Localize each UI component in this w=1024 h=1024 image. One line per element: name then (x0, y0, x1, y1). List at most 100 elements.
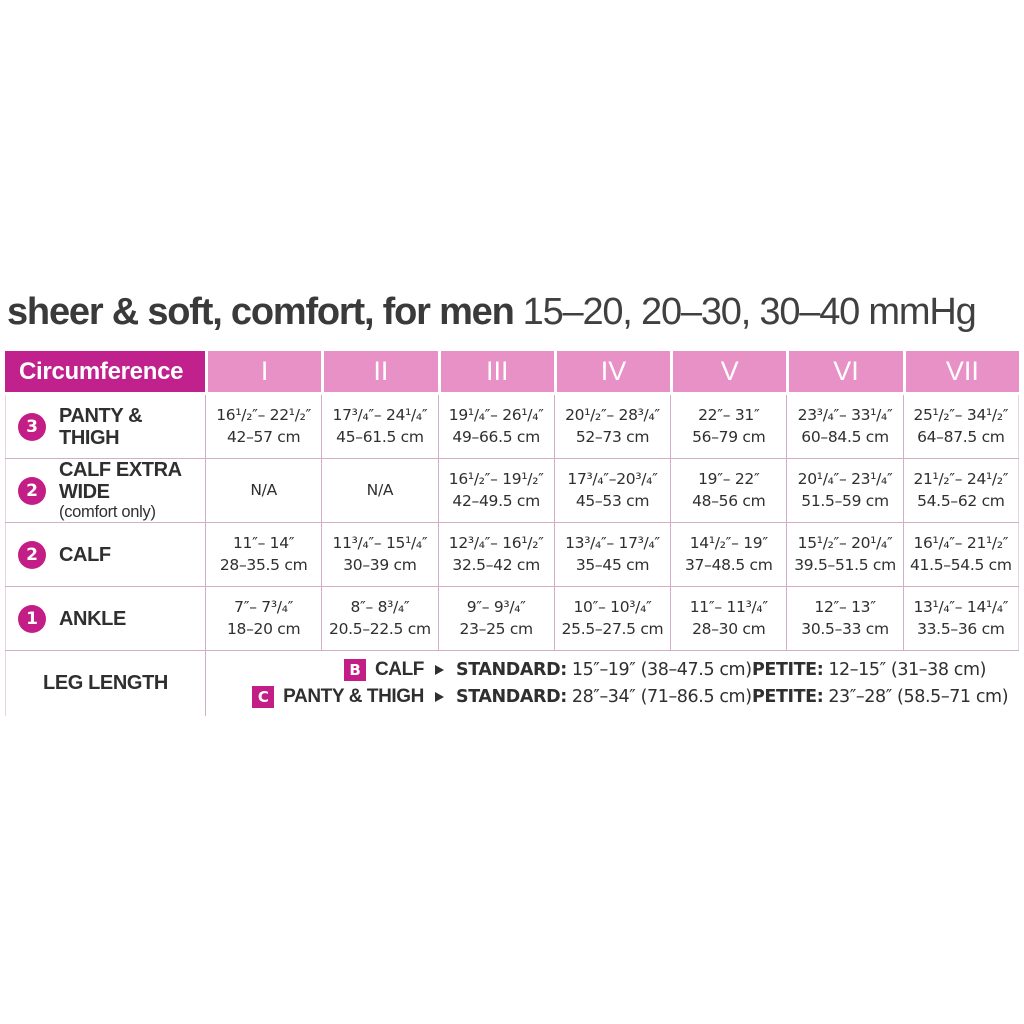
size-cell: 12³/₄″– 16¹/₂″ 32.5–42 cm (437, 523, 554, 586)
size-cm: 51.5–59 cm (801, 492, 889, 510)
header-col-3: III (437, 351, 554, 392)
table-row-leg-length: LEG LENGTH B CALF STANDARD: 15″–19″ (38–4… (5, 651, 1019, 716)
sizing-table: Circumference I II III IV V VI VII 3 PAN… (5, 351, 1019, 716)
size-cm: 42–49.5 cm (452, 492, 540, 510)
size-inches: 13³/₄″– 17³/₄″ (565, 533, 660, 552)
size-cell: 11″– 14″ 28–35.5 cm (205, 523, 321, 586)
step-3-badge-icon: 3 (18, 412, 46, 441)
size-cell: 13¹/₄″– 14¹/₄″ 33.5–36 cm (902, 587, 1019, 650)
row-label-cell: 2 CALF EXTRA WIDE (comfort only) (5, 459, 205, 522)
size-cell: 17³/₄″– 24¹/₄″ 45–61.5 cm (321, 395, 437, 458)
size-cm: 32.5–42 cm (452, 556, 540, 574)
size-inches: 7″– 7³/₄″ (234, 597, 294, 616)
size-cm: 52–73 cm (575, 428, 650, 446)
size-cm: 49–66.5 cm (452, 428, 540, 446)
header-col-2: II (321, 351, 438, 392)
size-cell: 17³/₄″–20³/₄″ 45–53 cm (553, 459, 670, 522)
petite-segment: PETITE: 12–15″ (31–38 cm) (740, 660, 1019, 680)
row-label: ANKLE (59, 607, 126, 630)
size-cm: 28–35.5 cm (219, 556, 308, 574)
size-inches: N/A (366, 480, 394, 499)
size-cell: 14¹/₂″– 19″ 37–48.5 cm (670, 523, 786, 586)
size-cm: 60–84.5 cm (801, 428, 889, 446)
leg-length-data: B CALF STANDARD: 15″–19″ (38–47.5 cm) PET… (205, 651, 1019, 716)
size-cm: 30.5–33 cm (801, 620, 889, 638)
row-label-cell: 3 PANTY & THIGH (5, 395, 205, 458)
header-circumference: Circumference (5, 351, 205, 392)
size-inches: 20¹/₂″– 28³/₄″ (565, 405, 660, 424)
size-inches: 16¹/₂″– 22¹/₂″ (216, 405, 312, 424)
table-body: 3 PANTY & THIGH 16¹/₂″– 22¹/₂″ 42–57 cm 1… (5, 395, 1019, 716)
size-cell: 15¹/₂″– 20¹/₄″ 39.5–51.5 cm (786, 523, 902, 586)
step-2-badge-icon: 2 (18, 476, 46, 505)
size-cm: 18–20 cm (226, 620, 301, 638)
size-cell: N/A (321, 459, 437, 522)
size-inches: 13¹/₄″– 14¹/₄″ (913, 597, 1009, 616)
petite-label: PETITE: (752, 687, 824, 707)
leg-length-name-group: C PANTY & THIGH (206, 686, 444, 708)
size-cm: 35–45 cm (575, 556, 650, 574)
header-col-6: VI (786, 351, 903, 392)
size-inches: 19¹/₄″– 26¹/₄″ (448, 405, 544, 424)
petite-value: 12–15″ (31–38 cm) (828, 660, 987, 680)
size-cm: 30–39 cm (343, 556, 417, 574)
size-inches: 9″– 9³/₄″ (466, 597, 526, 616)
letter-b-badge-icon: B (343, 659, 366, 681)
table-row-calf-extra-wide: 2 CALF EXTRA WIDE (comfort only) N/A N/A… (5, 459, 1019, 523)
header-col-7: VII (902, 351, 1019, 392)
size-cell: 23³/₄″– 33¹/₄″ 60–84.5 cm (786, 395, 902, 458)
size-inches: 17³/₄″– 24¹/₄″ (332, 405, 428, 424)
size-inches: 11″– 11³/₄″ (689, 597, 768, 616)
table-header-row: Circumference I II III IV V VI VII (5, 351, 1019, 392)
size-inches: 8″– 8³/₄″ (350, 597, 410, 616)
table-row-calf: 2 CALF 11″– 14″ 28–35.5 cm 11³/₄″– 15¹/₄″… (5, 523, 1019, 587)
step-1-badge-icon: 1 (18, 604, 46, 633)
size-cm: 45–53 cm (575, 492, 650, 510)
size-inches: 16¹/₄″– 21¹/₂″ (913, 533, 1009, 552)
size-inches: 19″– 22″ (698, 469, 760, 488)
row-label: PANTY & THIGH (59, 404, 143, 449)
standard-label: STANDARD: (456, 687, 567, 707)
size-inches: 25¹/₂″– 34¹/₂″ (913, 405, 1009, 424)
size-cell: 8″– 8³/₄″ 20.5–22.5 cm (321, 587, 437, 650)
petite-label: PETITE: (752, 660, 824, 680)
size-inches: 17³/₄″–20³/₄″ (567, 469, 658, 488)
size-cm: 48–56 cm (692, 492, 766, 510)
size-inches: 22″– 31″ (698, 405, 760, 424)
arrow-right-icon (435, 692, 444, 702)
size-cell: 22″– 31″ 56–79 cm (670, 395, 786, 458)
size-inches: N/A (250, 480, 277, 499)
size-cell: 13³/₄″– 17³/₄″ 35–45 cm (553, 523, 670, 586)
leg-length-name-group: B CALF (206, 659, 444, 681)
leg-length-name: PANTY & THIGH (283, 686, 424, 707)
size-cell: 19″– 22″ 48–56 cm (670, 459, 786, 522)
size-cell: N/A (205, 459, 321, 522)
size-cell: 19¹/₄″– 26¹/₄″ 49–66.5 cm (437, 395, 554, 458)
size-cell: 25¹/₂″– 34¹/₂″ 64–87.5 cm (902, 395, 1019, 458)
size-cm: 23–25 cm (459, 620, 534, 638)
size-cm: 45–61.5 cm (336, 428, 424, 446)
size-cell: 11″– 11³/₄″ 28–30 cm (670, 587, 786, 650)
size-cm: 39.5–51.5 cm (794, 556, 896, 574)
size-cm: 20.5–22.5 cm (329, 620, 431, 638)
product-name: sheer & soft, comfort, for men (7, 291, 515, 333)
row-sublabel: (comfort only) (59, 503, 156, 521)
standard-segment: STANDARD: 15″–19″ (38–47.5 cm) (444, 660, 752, 680)
size-inches: 11³/₄″– 15¹/₄″ (332, 533, 428, 552)
table-row-panty-thigh: 3 PANTY & THIGH 16¹/₂″– 22¹/₂″ 42–57 cm 1… (5, 395, 1019, 459)
size-cm: 25.5–27.5 cm (561, 620, 664, 638)
size-cell: 12″– 13″ 30.5–33 cm (786, 587, 902, 650)
size-inches: 20¹/₄″– 23¹/₄″ (797, 469, 893, 488)
standard-value: 28″–34″ (71–86.5 cm) (571, 687, 752, 707)
size-cell: 16¹/₂″– 22¹/₂″ 42–57 cm (205, 395, 321, 458)
size-cell: 16¹/₄″– 21¹/₂″ 41.5–54.5 cm (902, 523, 1019, 586)
size-inches: 23³/₄″– 33¹/₄″ (797, 405, 893, 424)
sizing-chart-page: sheer & soft, comfort, for men 15–20, 20–… (5, 291, 1019, 716)
size-cell: 9″– 9³/₄″ 23–25 cm (437, 587, 554, 650)
size-inches: 14¹/₂″– 19″ (689, 533, 768, 552)
arrow-right-icon (435, 665, 444, 675)
size-inches: 10″– 10³/₄″ (573, 597, 652, 616)
size-cm: 56–79 cm (692, 428, 766, 446)
size-cell: 21¹/₂″– 24¹/₂″ 54.5–62 cm (902, 459, 1019, 522)
leg-length-label: LEG LENGTH (5, 651, 205, 716)
